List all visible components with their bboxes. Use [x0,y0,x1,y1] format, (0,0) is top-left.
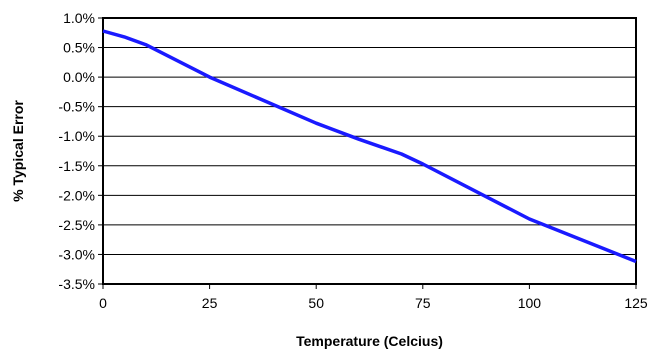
x-tick-label: 125 [624,295,648,311]
y-tick-label: -3.0% [58,246,95,262]
y-axis-title: % Typical Error [10,100,26,202]
x-tick-label: 50 [308,295,324,311]
y-tick-label: -3.5% [58,276,95,292]
x-tick-label: 25 [202,295,218,311]
y-tick-label: -2.5% [58,217,95,233]
y-tick-label: -2.0% [58,187,95,203]
series-group [102,29,637,264]
y-axis-ticks: 1.0% 0.5% 0.0% -0.5% -1.0% -1.5% -2.0% -2.5% -3.… [58,10,103,292]
x-axis-ticks: 0 25 50 75 100 125 [99,284,648,311]
y-tick-label: 0.0% [63,69,95,85]
plot-area-frame [102,17,637,285]
y-tick-label: -1.5% [58,158,95,174]
x-tick-label: 100 [518,295,542,311]
y-tick-label: -1.0% [58,128,95,144]
y-tick-label: 1.0% [63,10,95,26]
gridlines [103,47,636,255]
x-tick-label: 0 [99,295,107,311]
y-tick-label: -0.5% [58,99,95,115]
series-line [102,29,637,264]
y-tick-label: 0.5% [63,40,95,56]
x-tick-label: 75 [415,295,431,311]
x-axis-title: Temperature (Celcius) [296,333,443,349]
